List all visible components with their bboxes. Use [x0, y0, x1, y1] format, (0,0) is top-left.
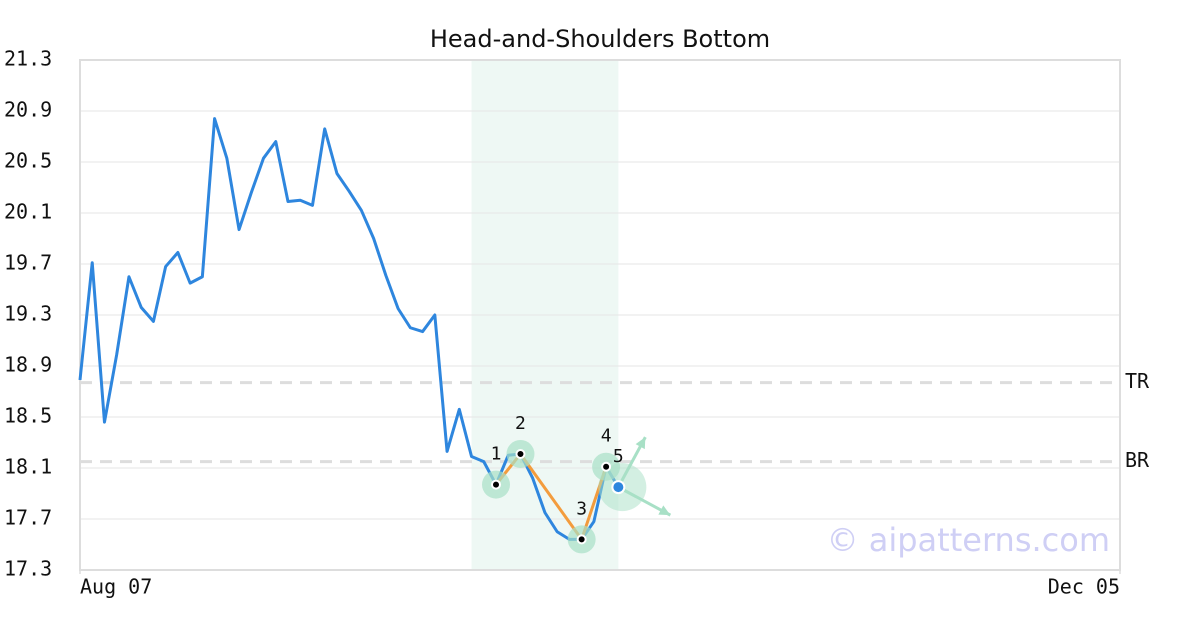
point-label: 3 [576, 498, 587, 519]
y-tick-label: 17.7 [4, 506, 52, 530]
y-tick-label: 21.3 [4, 47, 52, 71]
point-label: 5 [613, 446, 624, 467]
pattern-line [494, 451, 608, 543]
y-tick-label: 20.5 [4, 149, 52, 173]
y-tick-label: 18.5 [4, 404, 52, 428]
y-tick-label: 17.3 [4, 557, 52, 581]
y-tick-label: 19.3 [4, 302, 52, 326]
arrow-head [635, 437, 646, 450]
point-label: 1 [491, 444, 502, 465]
watermark: © aipatterns.com [827, 521, 1110, 559]
y-tick-label: 20.1 [4, 200, 52, 224]
pattern-point [576, 534, 587, 545]
x-tick-label: Aug 07 [80, 575, 152, 599]
level-label: TR [1125, 369, 1150, 393]
pattern-point [611, 480, 626, 495]
y-tick-label: 20.9 [4, 98, 52, 122]
pattern-point [491, 479, 501, 490]
plot-frame [79, 59, 1121, 571]
chart-title: Head-and-Shoulders Bottom [430, 25, 770, 53]
x-tick-label: Dec 05 [1048, 575, 1120, 599]
point-label: 2 [515, 413, 526, 434]
pattern-point [601, 461, 612, 472]
arrow-head [658, 505, 671, 516]
price-line [78, 117, 620, 541]
y-tick-label: 18.1 [4, 455, 52, 479]
point-label: 4 [601, 426, 612, 447]
pattern-point [515, 448, 526, 459]
level-label: BR [1125, 448, 1150, 472]
y-tick-label: 19.7 [4, 251, 52, 275]
y-tick-label: 18.9 [4, 353, 52, 377]
